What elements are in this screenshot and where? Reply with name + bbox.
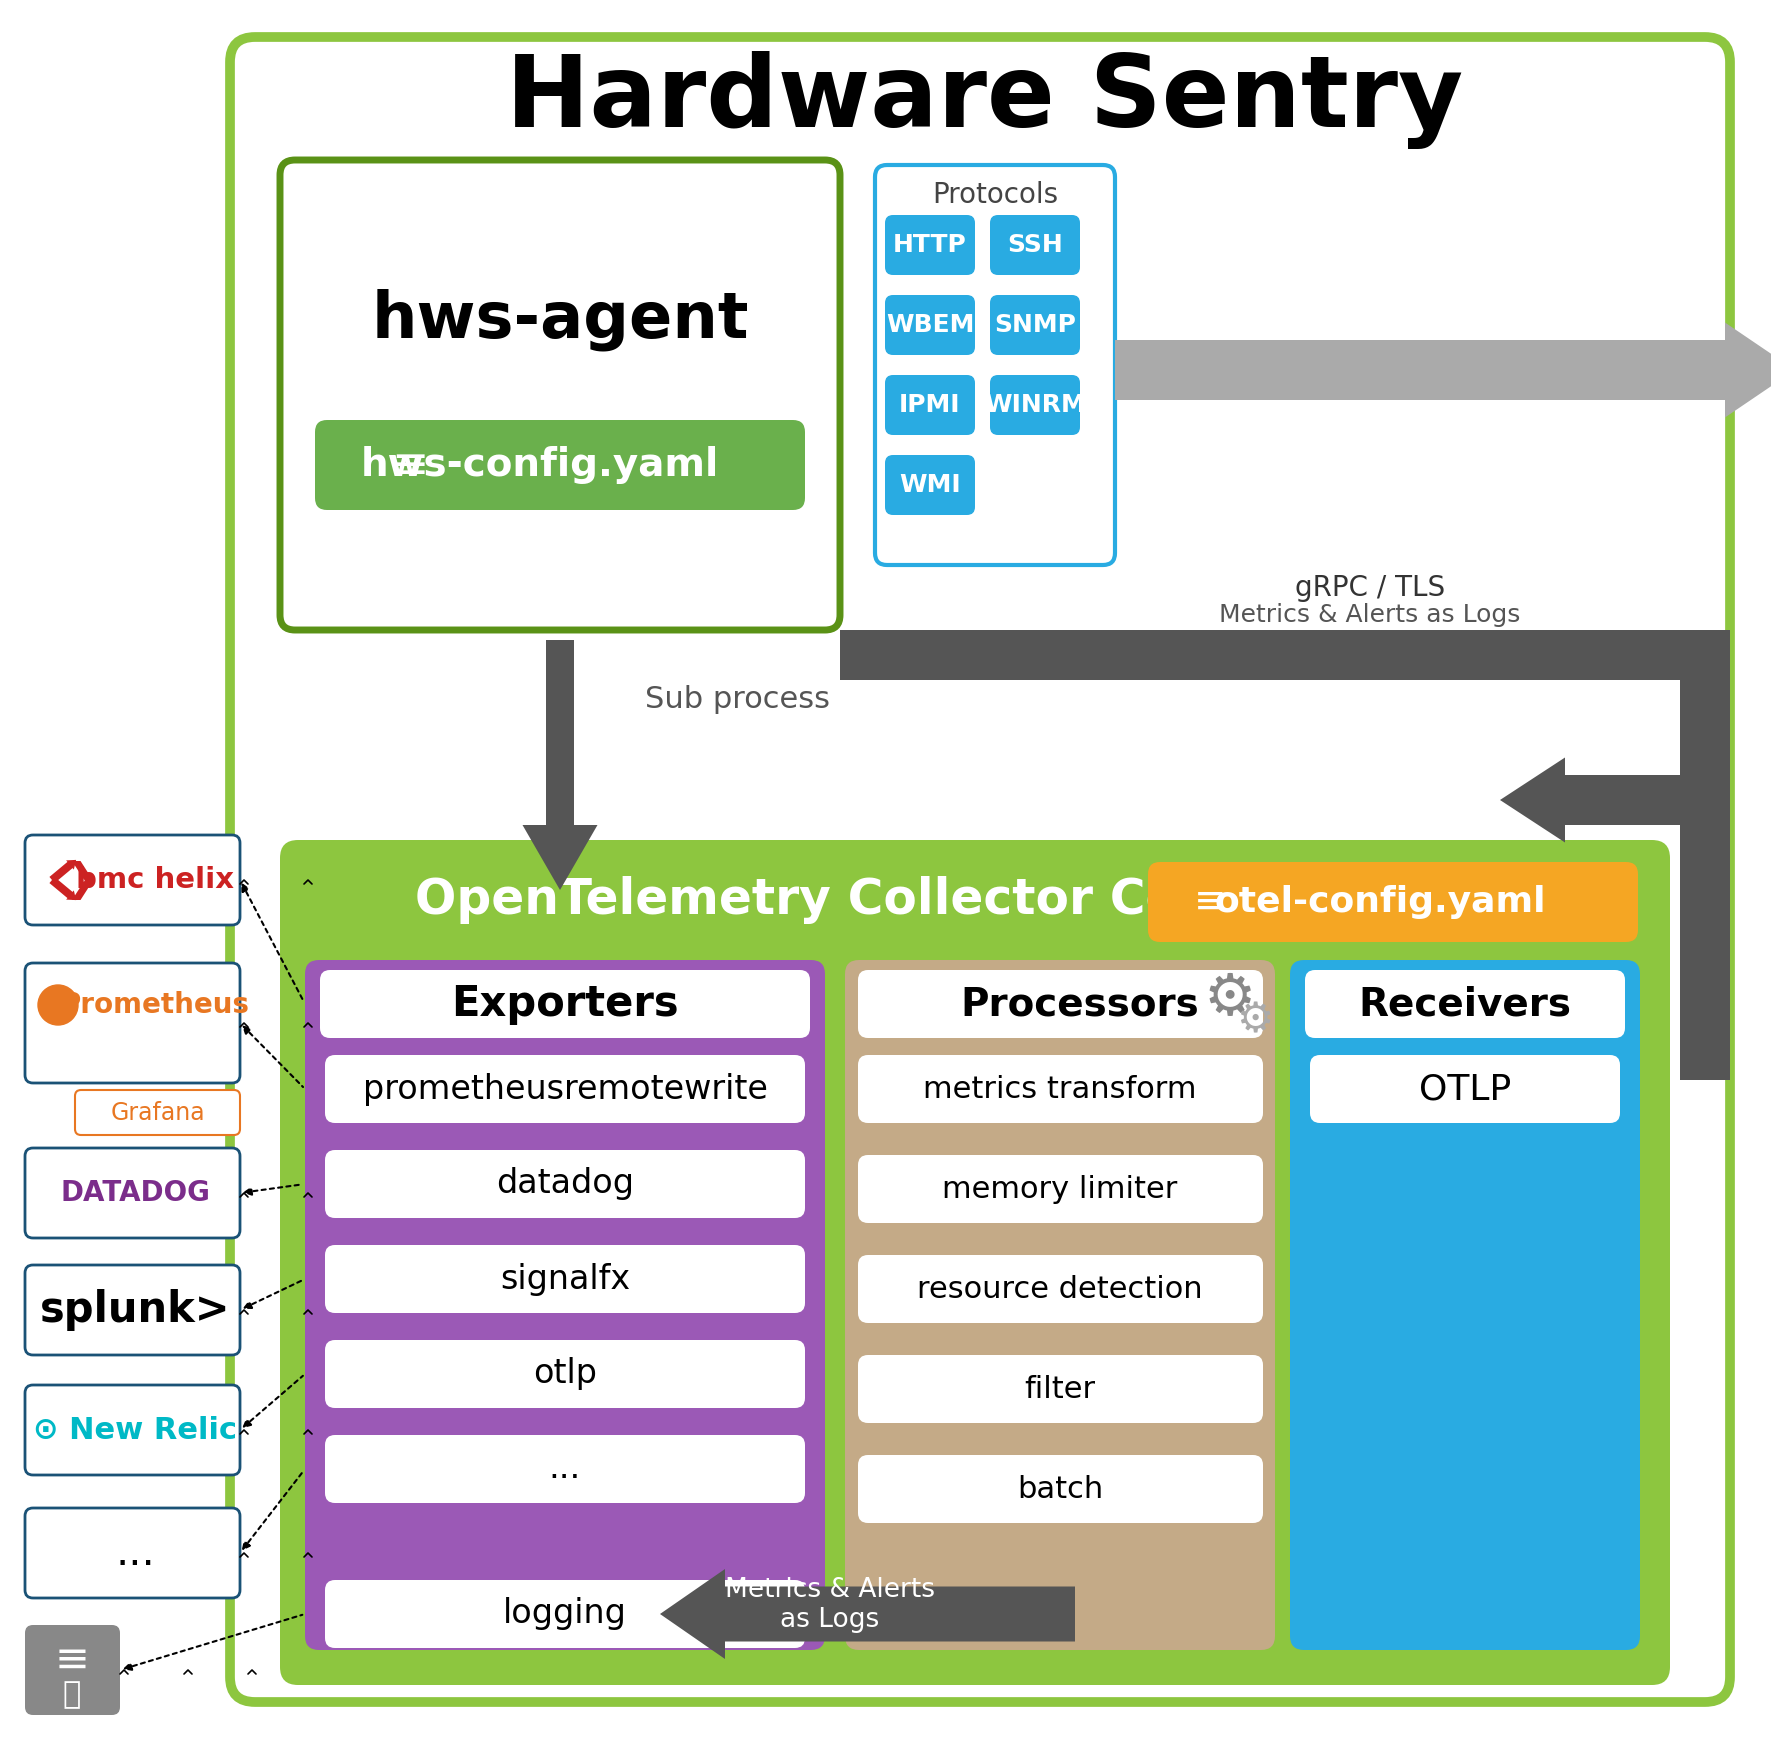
FancyBboxPatch shape	[1311, 1054, 1620, 1124]
Text: hws-config.yaml: hws-config.yaml	[361, 446, 719, 485]
FancyBboxPatch shape	[857, 1256, 1263, 1324]
FancyBboxPatch shape	[25, 1508, 241, 1598]
FancyBboxPatch shape	[25, 1148, 241, 1238]
Text: logging: logging	[503, 1598, 627, 1631]
FancyBboxPatch shape	[875, 165, 1116, 565]
Text: 🔧: 🔧	[64, 1680, 81, 1709]
Text: Exporters: Exporters	[452, 983, 678, 1025]
FancyBboxPatch shape	[857, 1456, 1263, 1523]
Text: Metrics & Alerts as Logs: Metrics & Alerts as Logs	[1218, 603, 1521, 627]
FancyBboxPatch shape	[857, 1155, 1263, 1223]
Text: SNMP: SNMP	[994, 313, 1077, 337]
Text: resource detection: resource detection	[917, 1275, 1203, 1303]
Text: otlp: otlp	[533, 1358, 597, 1391]
FancyBboxPatch shape	[25, 1384, 241, 1475]
FancyBboxPatch shape	[321, 969, 809, 1039]
FancyBboxPatch shape	[326, 1150, 806, 1218]
FancyBboxPatch shape	[326, 1245, 806, 1313]
FancyArrow shape	[1116, 323, 1771, 417]
Text: bmc helix: bmc helix	[76, 867, 234, 895]
Text: memory limiter: memory limiter	[942, 1174, 1178, 1204]
FancyBboxPatch shape	[857, 1054, 1263, 1124]
FancyBboxPatch shape	[886, 295, 976, 354]
FancyBboxPatch shape	[886, 375, 976, 434]
FancyArrow shape	[661, 1569, 1075, 1659]
FancyBboxPatch shape	[280, 160, 839, 631]
Text: ≡: ≡	[1194, 882, 1226, 921]
FancyBboxPatch shape	[326, 1054, 806, 1124]
Text: Processors: Processors	[960, 985, 1199, 1023]
FancyBboxPatch shape	[25, 1265, 241, 1355]
Text: ⚙: ⚙	[1236, 999, 1273, 1040]
Text: Protocols: Protocols	[932, 181, 1057, 208]
Text: Hardware Sentry: Hardware Sentry	[507, 50, 1463, 149]
Text: WMI: WMI	[900, 472, 962, 497]
FancyArrow shape	[1500, 757, 1681, 842]
FancyBboxPatch shape	[326, 1435, 806, 1503]
FancyArrow shape	[50, 860, 76, 882]
FancyBboxPatch shape	[305, 961, 825, 1650]
Text: ≡: ≡	[391, 443, 429, 486]
FancyBboxPatch shape	[990, 375, 1080, 434]
FancyBboxPatch shape	[315, 420, 806, 511]
Text: signalfx: signalfx	[499, 1263, 630, 1296]
Text: ⊙ New Relic: ⊙ New Relic	[34, 1416, 237, 1445]
FancyBboxPatch shape	[839, 631, 1730, 679]
FancyBboxPatch shape	[845, 961, 1275, 1650]
Text: SSH: SSH	[1008, 233, 1063, 257]
Text: ⚙: ⚙	[1204, 969, 1256, 1027]
Text: OTLP: OTLP	[1419, 1072, 1511, 1106]
Text: otel-config.yaml: otel-config.yaml	[1215, 884, 1546, 919]
Text: IPMI: IPMI	[900, 393, 960, 417]
FancyBboxPatch shape	[857, 1355, 1263, 1423]
Text: Metrics & Alerts
as Logs: Metrics & Alerts as Logs	[724, 1577, 935, 1633]
FancyBboxPatch shape	[326, 1339, 806, 1409]
Text: WBEM: WBEM	[886, 313, 974, 337]
FancyBboxPatch shape	[326, 1581, 806, 1648]
Text: gRPC / TLS: gRPC / TLS	[1295, 573, 1445, 603]
FancyArrow shape	[50, 877, 76, 900]
Text: ...: ...	[115, 1532, 154, 1574]
FancyBboxPatch shape	[25, 835, 241, 926]
Text: Sub process: Sub process	[645, 686, 831, 714]
Text: WINRM: WINRM	[985, 393, 1086, 417]
Text: Receivers: Receivers	[1358, 985, 1571, 1023]
FancyBboxPatch shape	[25, 1626, 120, 1714]
Circle shape	[37, 985, 78, 1025]
Text: ...: ...	[549, 1452, 581, 1485]
Text: HTTP: HTTP	[893, 233, 967, 257]
Text: Grafana: Grafana	[110, 1101, 205, 1126]
FancyBboxPatch shape	[280, 841, 1670, 1685]
FancyBboxPatch shape	[1681, 631, 1730, 1080]
FancyBboxPatch shape	[74, 1091, 241, 1134]
FancyBboxPatch shape	[230, 36, 1730, 1702]
Text: Prometheus: Prometheus	[60, 992, 250, 1020]
Text: hws-agent: hws-agent	[372, 288, 749, 351]
Text: OpenTelemetry Collector Contrib: OpenTelemetry Collector Contrib	[414, 875, 1312, 924]
FancyBboxPatch shape	[886, 215, 976, 274]
Text: splunk>: splunk>	[39, 1289, 230, 1331]
FancyBboxPatch shape	[25, 962, 241, 1082]
Text: datadog: datadog	[496, 1167, 634, 1200]
Text: ≡: ≡	[55, 1640, 90, 1681]
FancyBboxPatch shape	[886, 455, 976, 514]
FancyBboxPatch shape	[1305, 969, 1626, 1039]
Text: ❯: ❯	[66, 860, 97, 900]
Text: batch: batch	[1017, 1475, 1103, 1504]
FancyBboxPatch shape	[990, 295, 1080, 354]
FancyBboxPatch shape	[1289, 961, 1640, 1650]
Text: DATADOG: DATADOG	[60, 1179, 211, 1207]
FancyBboxPatch shape	[857, 969, 1263, 1039]
FancyBboxPatch shape	[990, 215, 1080, 274]
Text: filter: filter	[1024, 1374, 1096, 1403]
Text: prometheusremotewrite: prometheusremotewrite	[363, 1072, 767, 1105]
Text: metrics transform: metrics transform	[923, 1075, 1197, 1103]
FancyArrow shape	[522, 639, 597, 889]
FancyBboxPatch shape	[1148, 862, 1638, 941]
